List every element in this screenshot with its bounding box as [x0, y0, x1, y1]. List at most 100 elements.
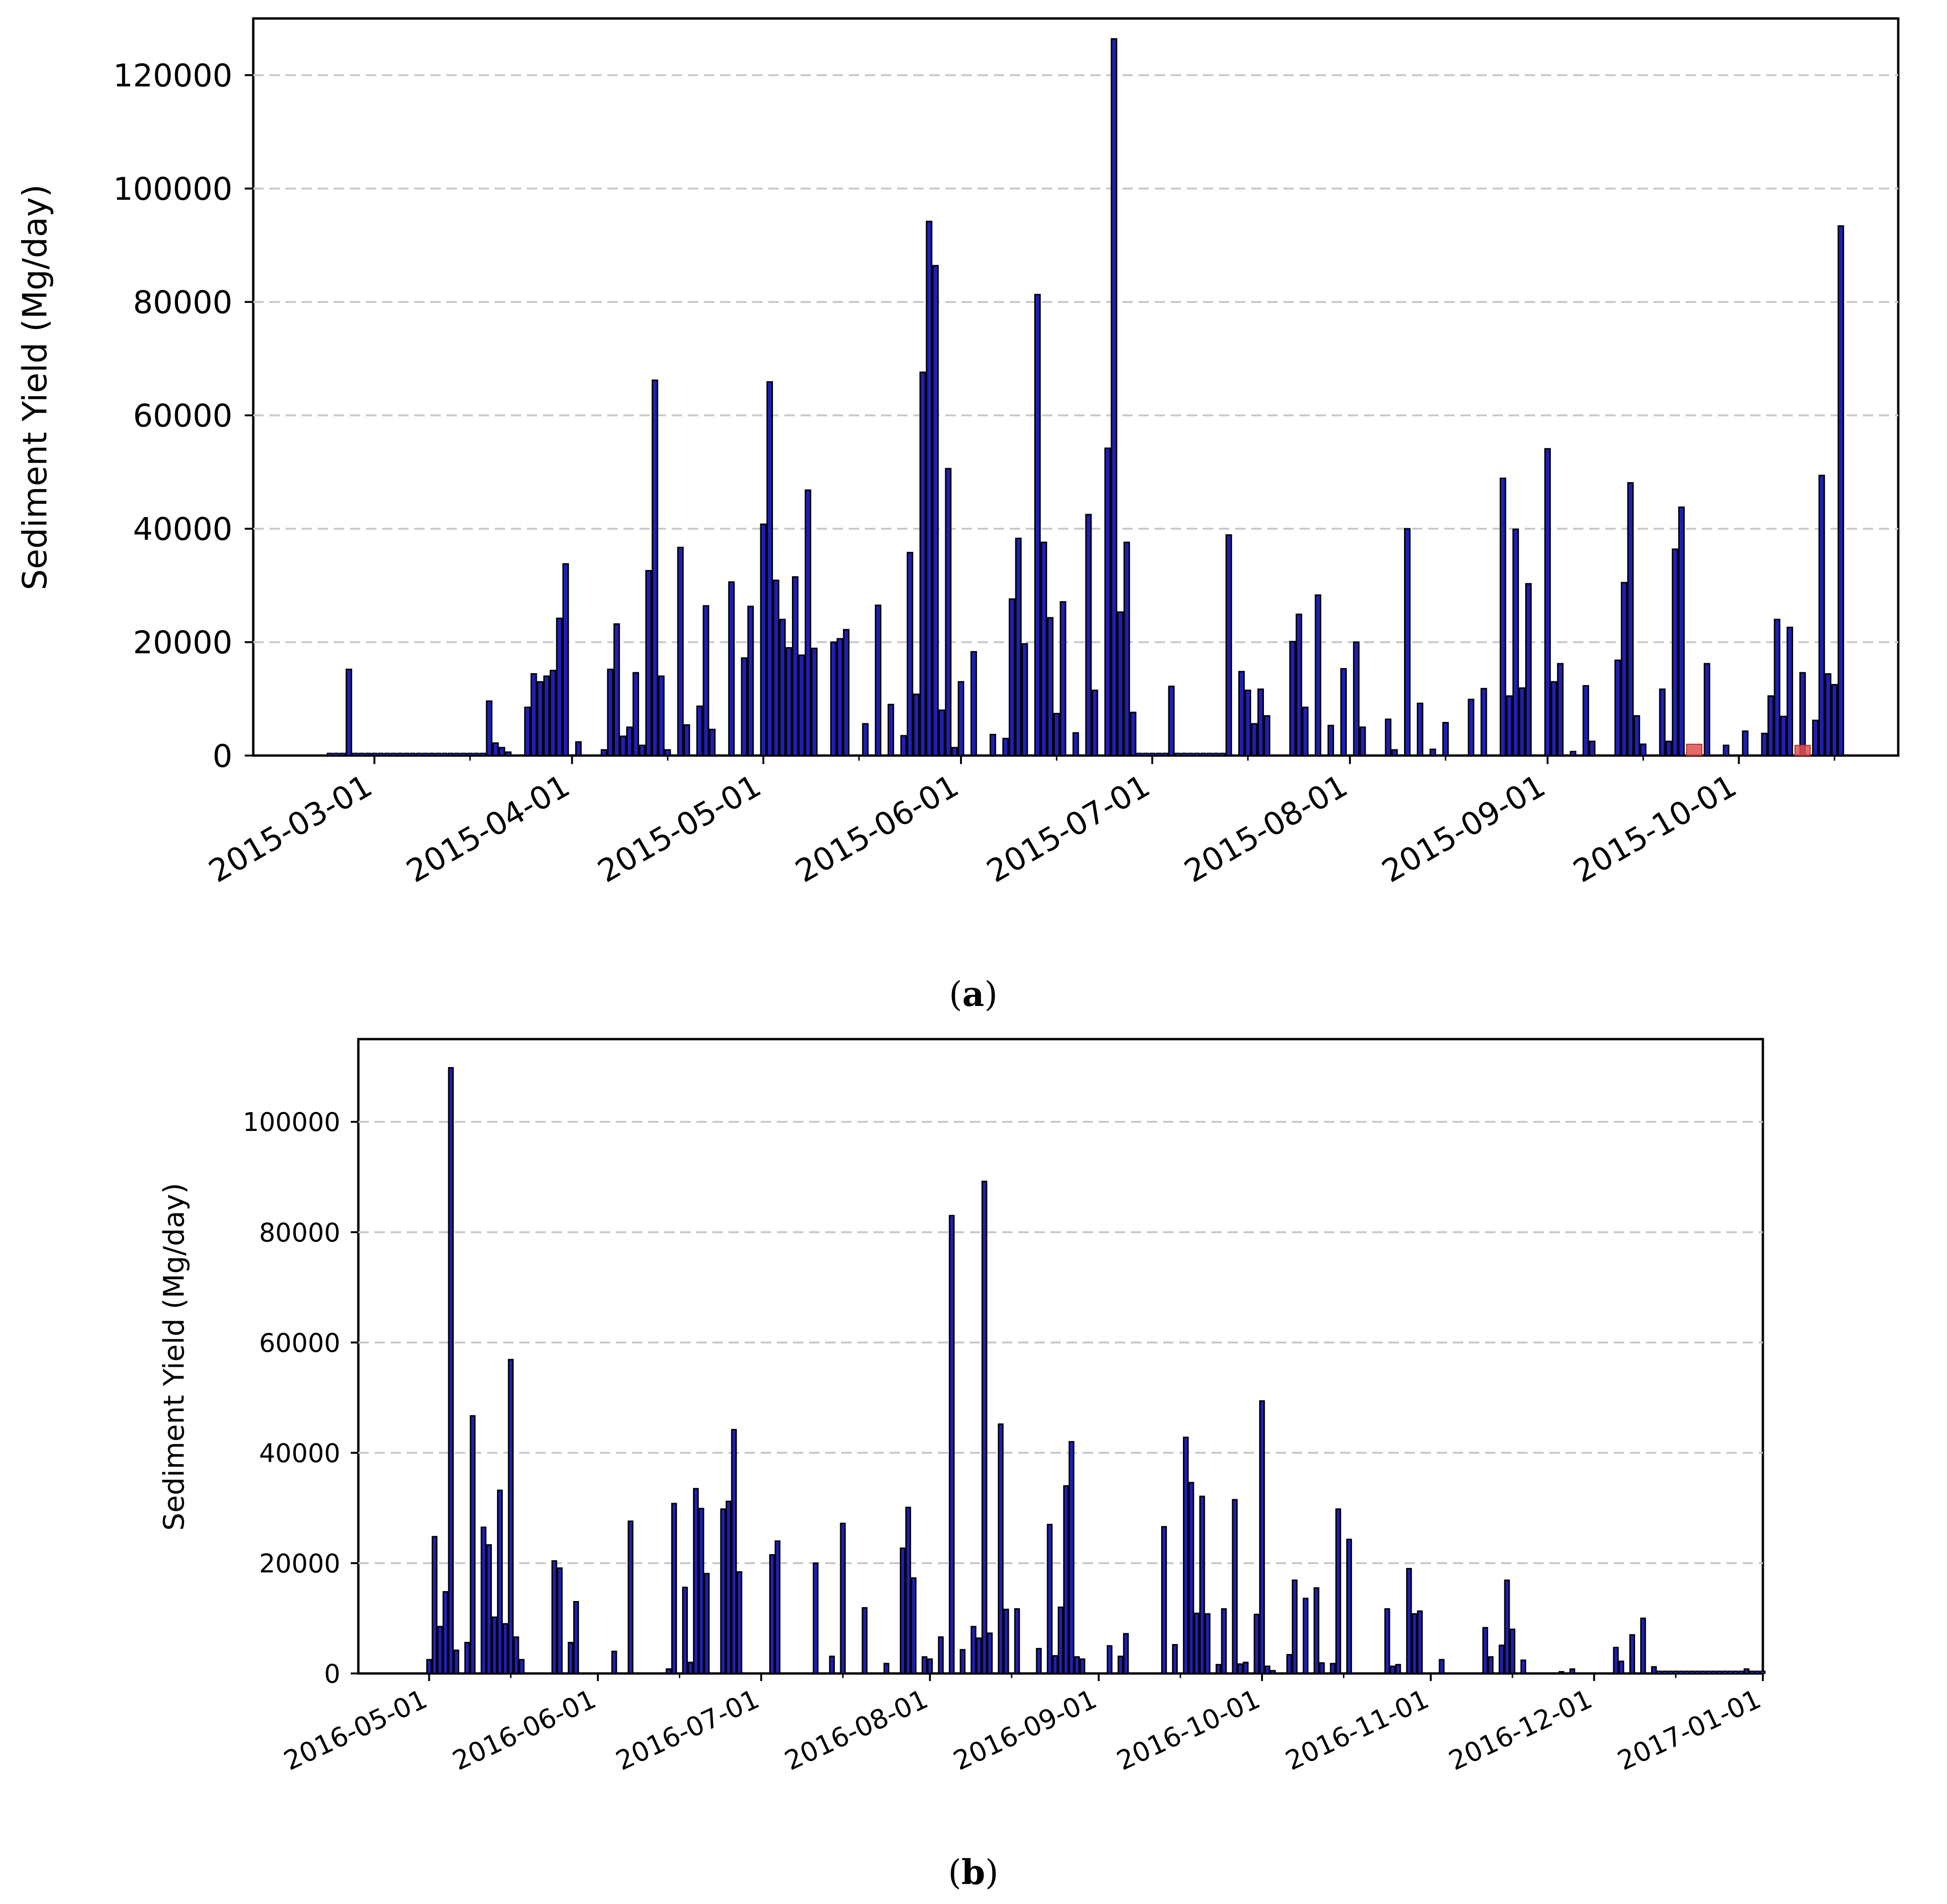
- panel-a-bar: [1812, 720, 1819, 756]
- panel-b-bar: [703, 1573, 710, 1674]
- panel-a-bar: [626, 726, 633, 756]
- panel-b-x-tick-label: 2016-07-01: [611, 1684, 764, 1777]
- panel-b-bar: [1264, 1665, 1271, 1674]
- panel-a-bar: [798, 654, 805, 756]
- panel-b-bar: [970, 1626, 977, 1674]
- panel-b-bars: [426, 1067, 1766, 1674]
- panel-a-bar: [639, 744, 646, 756]
- panel-a-bar: [632, 672, 640, 756]
- panel-a-y-tick-label: 20000: [133, 624, 232, 661]
- panel-a-bar-near-zero: [371, 753, 378, 756]
- panel-a-bar: [1047, 617, 1054, 756]
- panel-a-bar: [951, 747, 958, 756]
- panel-b-bar: [1640, 1617, 1646, 1674]
- panel-b-bar: [1498, 1645, 1505, 1674]
- panel-b-bar: [1313, 1587, 1320, 1674]
- panel-b-bar: [1063, 1485, 1069, 1674]
- panel-a-bar: [1015, 537, 1022, 756]
- panel-a-bar: [1123, 542, 1130, 756]
- panel-b-bar: [1193, 1612, 1200, 1674]
- panel-a-bar: [607, 668, 614, 756]
- panel-a-bar: [1117, 611, 1124, 756]
- panel-b-bar: [1417, 1610, 1423, 1674]
- panel-a-bar: [1340, 668, 1347, 756]
- panel-b-y-axis-title: Sediment Yield (Mg/day): [158, 1183, 191, 1531]
- panel-b-bar-near-zero: [1749, 1671, 1755, 1674]
- panel-a-bar: [1302, 706, 1309, 756]
- panel-b-bar: [502, 1623, 508, 1674]
- panel-a-bar: [1557, 663, 1564, 756]
- panel-b-bar: [1172, 1644, 1178, 1674]
- panel-a-bar: [1570, 751, 1576, 756]
- panel-a-bar-near-zero: [397, 753, 403, 756]
- panel-b-bar: [568, 1642, 574, 1674]
- panel-b-bar: [840, 1522, 846, 1674]
- panel-a-bar: [945, 468, 952, 756]
- panel-b-bar: [731, 1429, 737, 1674]
- panel-b-bar: [627, 1520, 634, 1674]
- panel-b-caption: (b): [948, 1852, 999, 1892]
- panel-a-bar: [804, 489, 811, 756]
- panel-b-bar: [1384, 1608, 1390, 1674]
- panel-a-bar: [530, 673, 537, 756]
- panel-b-bar: [1182, 1436, 1189, 1674]
- panel-a-bar: [1742, 730, 1749, 756]
- panel-a-bar: [779, 619, 786, 756]
- panel-a-bar: [773, 579, 780, 756]
- panel-a-bar-near-zero: [409, 753, 416, 756]
- panel-a-bar: [1544, 448, 1551, 756]
- panel-a-bar: [1129, 712, 1137, 756]
- panel-a-bar: [1034, 294, 1041, 756]
- panel-b-bar: [1439, 1659, 1445, 1674]
- panel-a-bar: [1837, 225, 1844, 756]
- panel-a-x-tick-label: 2015-06-01: [789, 767, 965, 890]
- panel-a-bar-near-zero: [428, 753, 435, 756]
- panel-a-bar-near-zero: [1194, 753, 1200, 756]
- panel-b-bar: [981, 1181, 987, 1674]
- panel-b-bar: [693, 1488, 699, 1674]
- panel-a-bar: [524, 706, 531, 756]
- panel-a-bar: [1002, 738, 1009, 756]
- panel-a-bar-near-zero: [1143, 753, 1149, 756]
- panel-a-bar: [1480, 688, 1487, 756]
- panel-b-x-tick-label: 2016-10-01: [1112, 1684, 1264, 1777]
- panel-b-bar: [1651, 1666, 1657, 1674]
- panel-a-bar: [702, 605, 710, 756]
- panel-a-bar-near-zero: [461, 753, 467, 756]
- panel-b-bar-near-zero: [1684, 1671, 1689, 1674]
- panel-b-bar: [1270, 1670, 1276, 1674]
- panel-a-bar-near-zero: [1156, 753, 1162, 756]
- panel-a-bar: [684, 724, 690, 756]
- panel-b-bar-near-zero: [1656, 1671, 1663, 1674]
- panel-a-bar: [492, 742, 499, 756]
- panel-b-bar: [1058, 1606, 1064, 1674]
- panel-b-bar: [812, 1562, 819, 1674]
- panel-a-bar: [1614, 659, 1621, 756]
- panel-a-bar-near-zero: [435, 753, 441, 756]
- panel-a-bar-near-zero: [480, 753, 486, 756]
- panel-b-bar: [1204, 1613, 1211, 1674]
- panel-b-bar: [1286, 1654, 1292, 1674]
- panel-a-bar: [932, 265, 939, 756]
- panel-b-bar: [997, 1423, 1004, 1674]
- panel-a-bar-near-zero: [377, 753, 384, 756]
- panel-b-bar-near-zero: [1689, 1671, 1695, 1674]
- panel-b-bar: [769, 1554, 775, 1674]
- panel-b-bar: [1406, 1568, 1412, 1674]
- panel-a-bar: [785, 647, 792, 756]
- panel-a-bar: [1040, 542, 1048, 756]
- panel-a-bar: [1824, 673, 1831, 756]
- panel-b-bar: [829, 1655, 835, 1674]
- panel-a-bar: [696, 705, 703, 756]
- panel-b-bar: [1254, 1613, 1260, 1674]
- panel-b-bar: [905, 1506, 911, 1674]
- panel-a-bar: [505, 751, 512, 756]
- panel-b-bar: [1291, 1579, 1298, 1674]
- panel-a-bar: [728, 581, 735, 756]
- panel-a-bar: [836, 638, 844, 756]
- panel-a-bar: [1442, 722, 1449, 756]
- panel-b-bar: [774, 1540, 781, 1674]
- panel-a-bar: [843, 629, 850, 756]
- panel-b-bar: [1302, 1598, 1309, 1674]
